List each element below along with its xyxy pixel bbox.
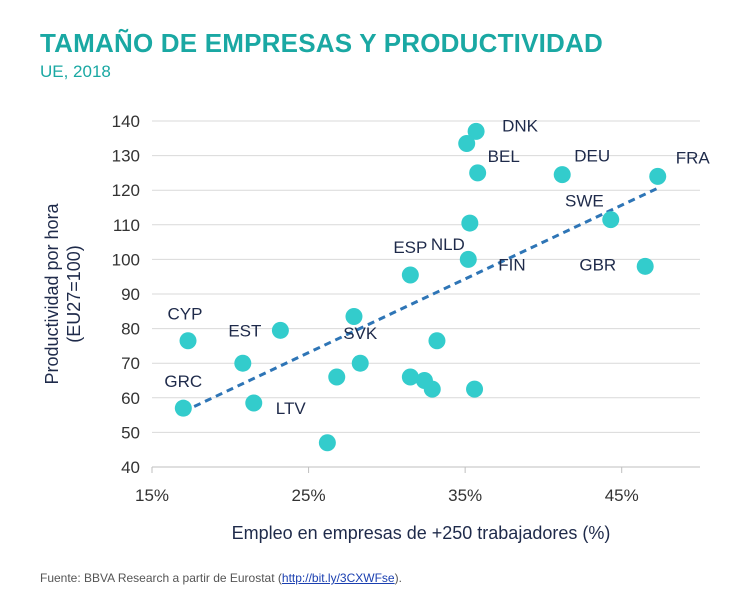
y-tick-label: 40 bbox=[121, 458, 140, 477]
point-labels: DNK BEL DEU FRA NLD SWE FIN ESP GBR CYP EST SVK LTV G… bbox=[164, 116, 710, 418]
source-note: Fuente: BBVA Research a partir de Eurost… bbox=[40, 571, 402, 585]
data-point-fra bbox=[649, 167, 667, 185]
data-point bbox=[428, 332, 446, 350]
x-tick-label: 45% bbox=[605, 486, 639, 505]
y-axis-title-line: Productividad por hora bbox=[42, 202, 62, 384]
data-point bbox=[401, 368, 419, 386]
data-point-ltv bbox=[245, 394, 263, 412]
data-point-svk bbox=[351, 354, 369, 372]
point-label: GBR bbox=[579, 255, 616, 274]
data-point bbox=[318, 434, 336, 452]
point-label: GRC bbox=[164, 372, 202, 391]
data-point bbox=[345, 307, 363, 325]
source-text: Fuente: BBVA Research a partir de Eurost… bbox=[40, 571, 282, 585]
y-tick-label: 130 bbox=[112, 147, 140, 166]
point-label: CYP bbox=[168, 305, 203, 324]
point-label: ESP bbox=[393, 238, 427, 257]
y-tick-label: 50 bbox=[121, 423, 140, 442]
point-label: BEL bbox=[488, 147, 520, 166]
point-label: LTV bbox=[276, 399, 307, 418]
point-label: SWE bbox=[565, 192, 604, 211]
data-point-fin bbox=[459, 250, 477, 268]
data-point-bel bbox=[469, 164, 487, 182]
y-tick-label: 110 bbox=[113, 216, 140, 235]
y-tick-label: 120 bbox=[112, 181, 140, 200]
x-tick-label: 25% bbox=[292, 486, 326, 505]
data-point-est bbox=[271, 321, 289, 339]
trendline bbox=[182, 185, 662, 413]
point-label: FRA bbox=[676, 148, 711, 167]
y-tick-label: 80 bbox=[121, 320, 140, 339]
point-label: SVK bbox=[343, 324, 378, 343]
trendline-group bbox=[182, 185, 662, 413]
data-point-dnk bbox=[467, 122, 485, 140]
data-point-deu bbox=[553, 166, 571, 184]
data-point-cyp bbox=[179, 332, 197, 350]
data-point-grc bbox=[174, 399, 192, 417]
chart-subtitle: UE, 2018 bbox=[40, 62, 111, 81]
source-link[interactable]: http://bit.ly/3CXWFse bbox=[281, 571, 395, 585]
y-tick-label: 90 bbox=[121, 285, 140, 304]
point-label: NLD bbox=[431, 235, 465, 254]
data-point-gbr bbox=[636, 257, 654, 275]
data-point bbox=[328, 368, 346, 386]
data-points bbox=[174, 122, 667, 452]
y-tick-label: 60 bbox=[121, 389, 140, 408]
axes: 40 50 60 70 80 90 100 110 120 130 140 15% 25% 35% 45% bbox=[112, 112, 700, 505]
y-tick-label: 140 bbox=[112, 112, 140, 131]
data-point bbox=[466, 380, 484, 398]
data-point bbox=[458, 134, 476, 152]
x-tick-label: 35% bbox=[448, 486, 482, 505]
chart-title: TAMAÑO DE EMPRESAS Y PRODUCTIVIDAD bbox=[40, 28, 603, 58]
point-label: DNK bbox=[502, 116, 539, 135]
point-label: FIN bbox=[498, 255, 525, 274]
x-tick-label: 15% bbox=[135, 486, 169, 505]
data-point-nld bbox=[461, 214, 479, 232]
data-point bbox=[423, 380, 441, 398]
point-label: EST bbox=[228, 321, 261, 340]
y-tick-label: 70 bbox=[121, 354, 140, 373]
data-point-swe bbox=[602, 211, 620, 229]
data-point bbox=[234, 354, 252, 372]
y-tick-label: 100 bbox=[112, 250, 140, 269]
point-label: DEU bbox=[574, 147, 610, 166]
source-suffix: ). bbox=[394, 571, 402, 585]
x-axis-title: Empleo en empresas de +250 trabajadores … bbox=[232, 523, 611, 543]
data-point-esp bbox=[401, 266, 419, 284]
y-axis-title-line: (EU27=100) bbox=[64, 245, 84, 343]
gridlines bbox=[152, 120, 700, 433]
y-axis-title: Productividad por hora (EU27=100) bbox=[42, 202, 84, 384]
